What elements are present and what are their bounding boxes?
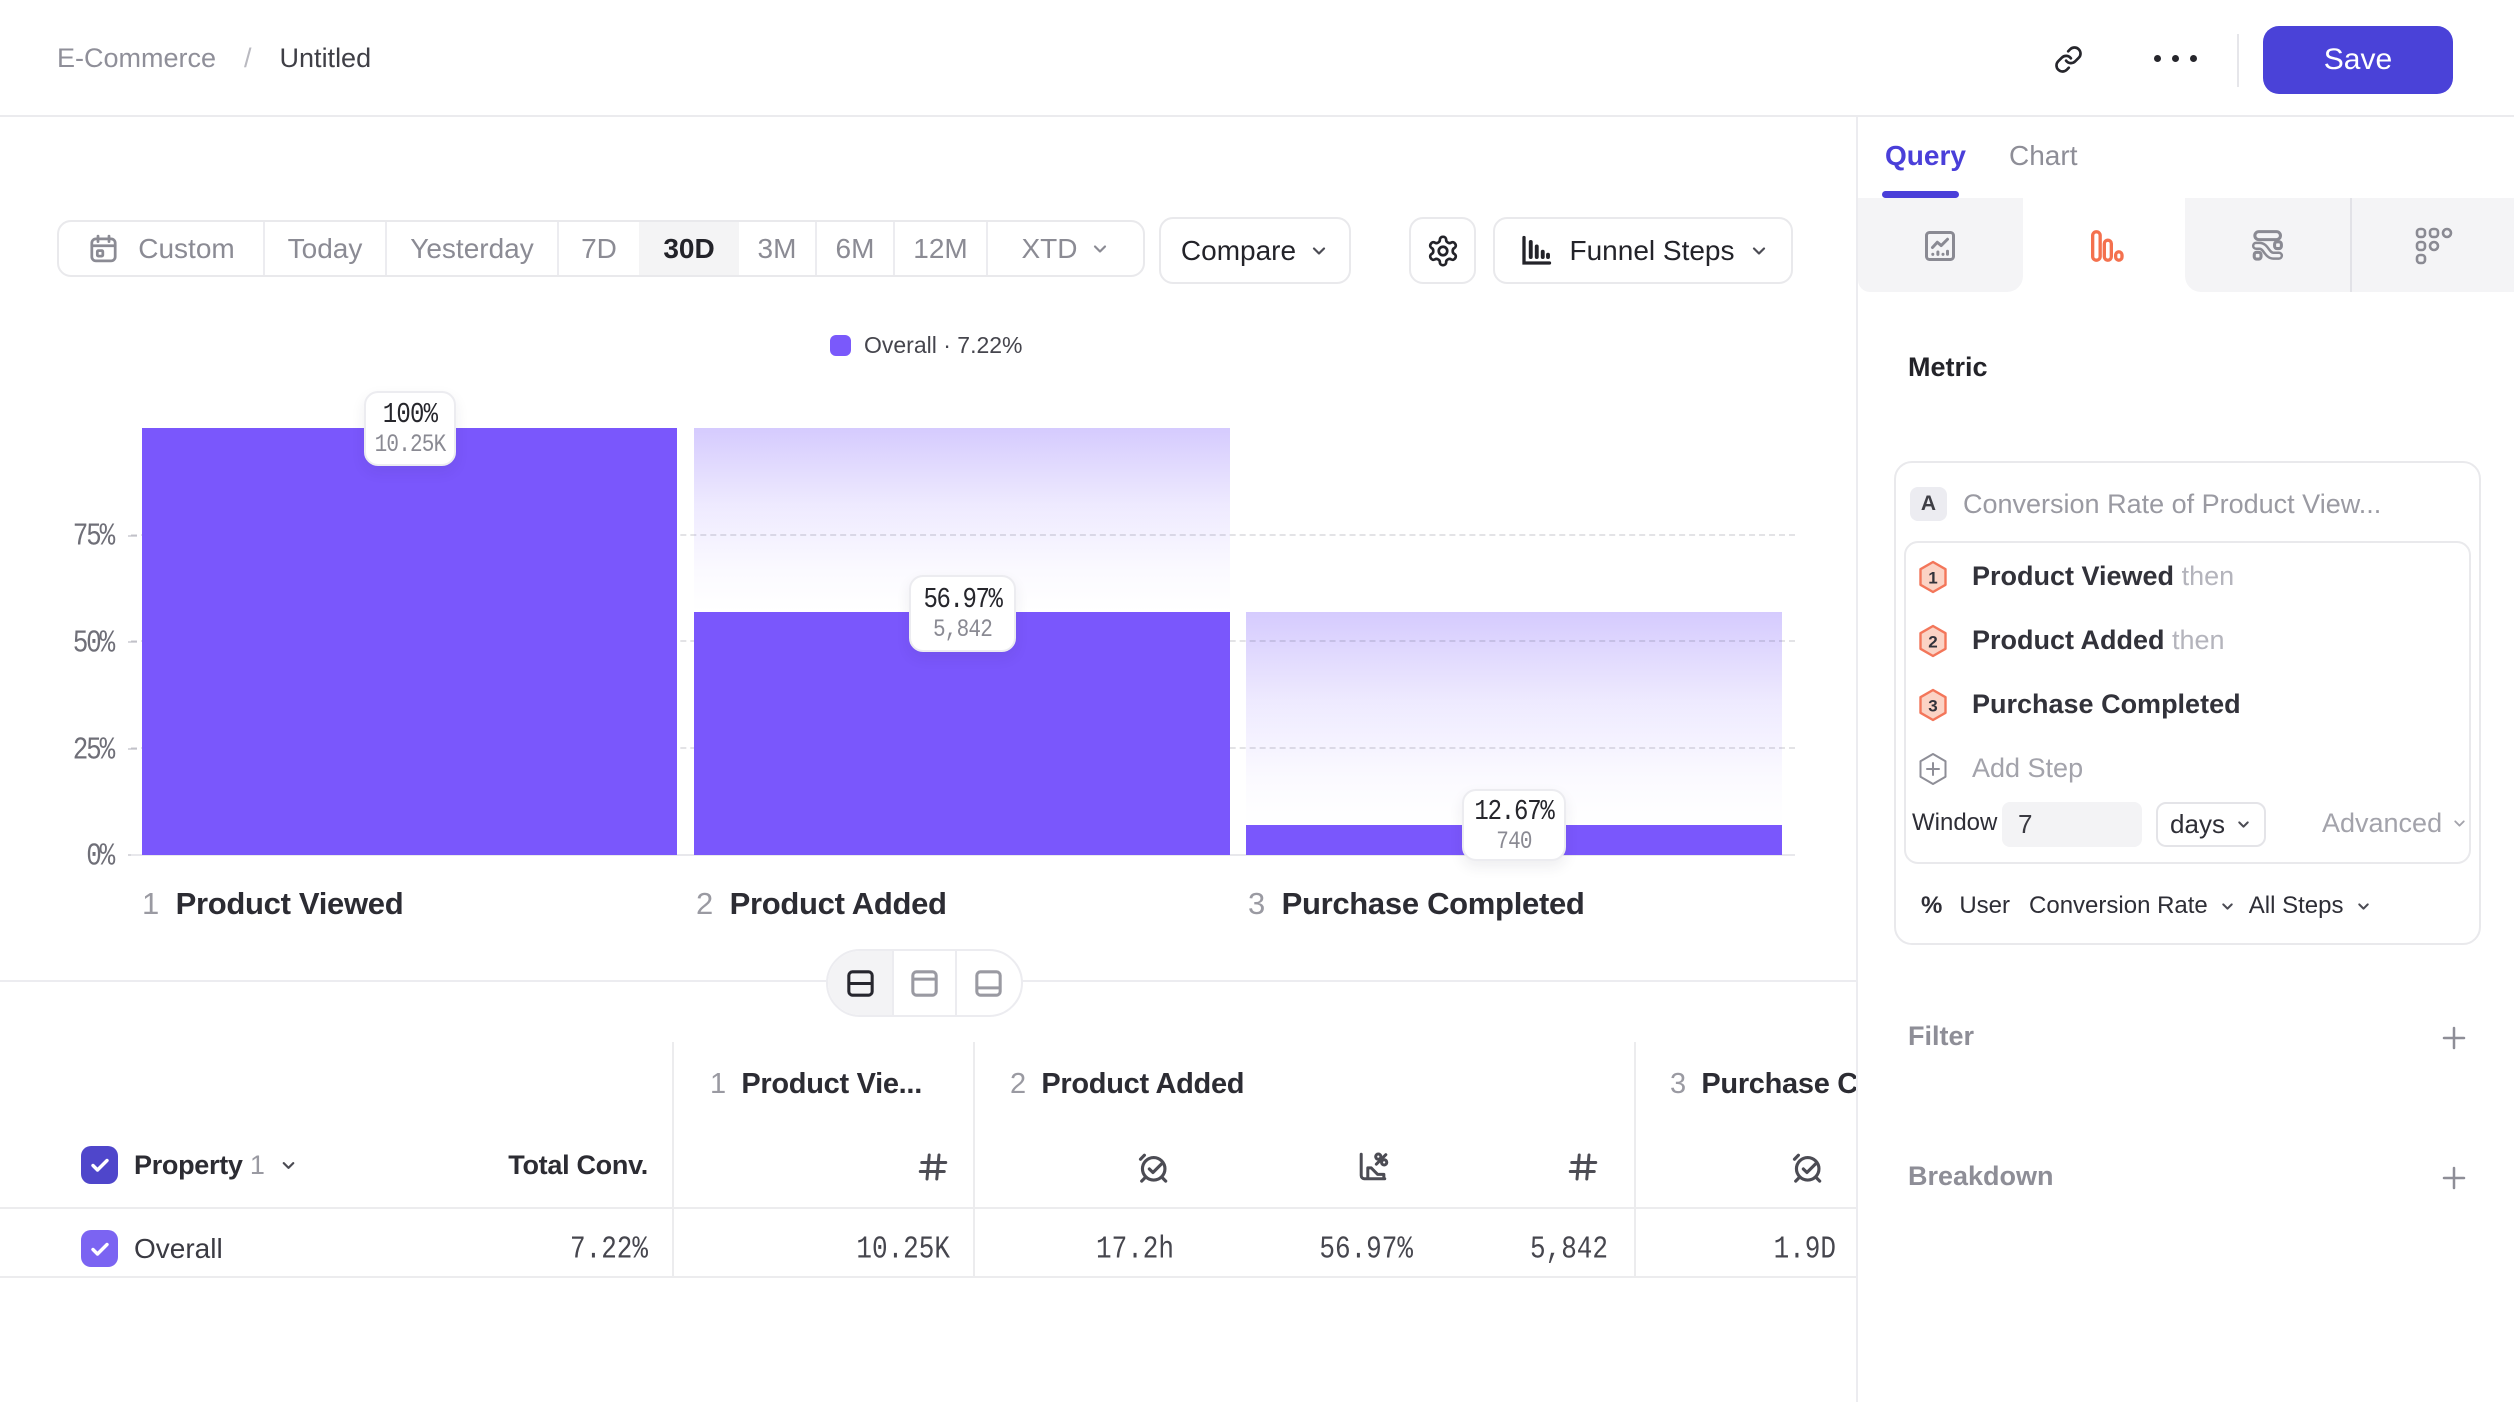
svg-text:3: 3 (1928, 697, 1937, 716)
svg-text:1: 1 (1928, 569, 1937, 588)
svg-text:2: 2 (1928, 633, 1937, 652)
